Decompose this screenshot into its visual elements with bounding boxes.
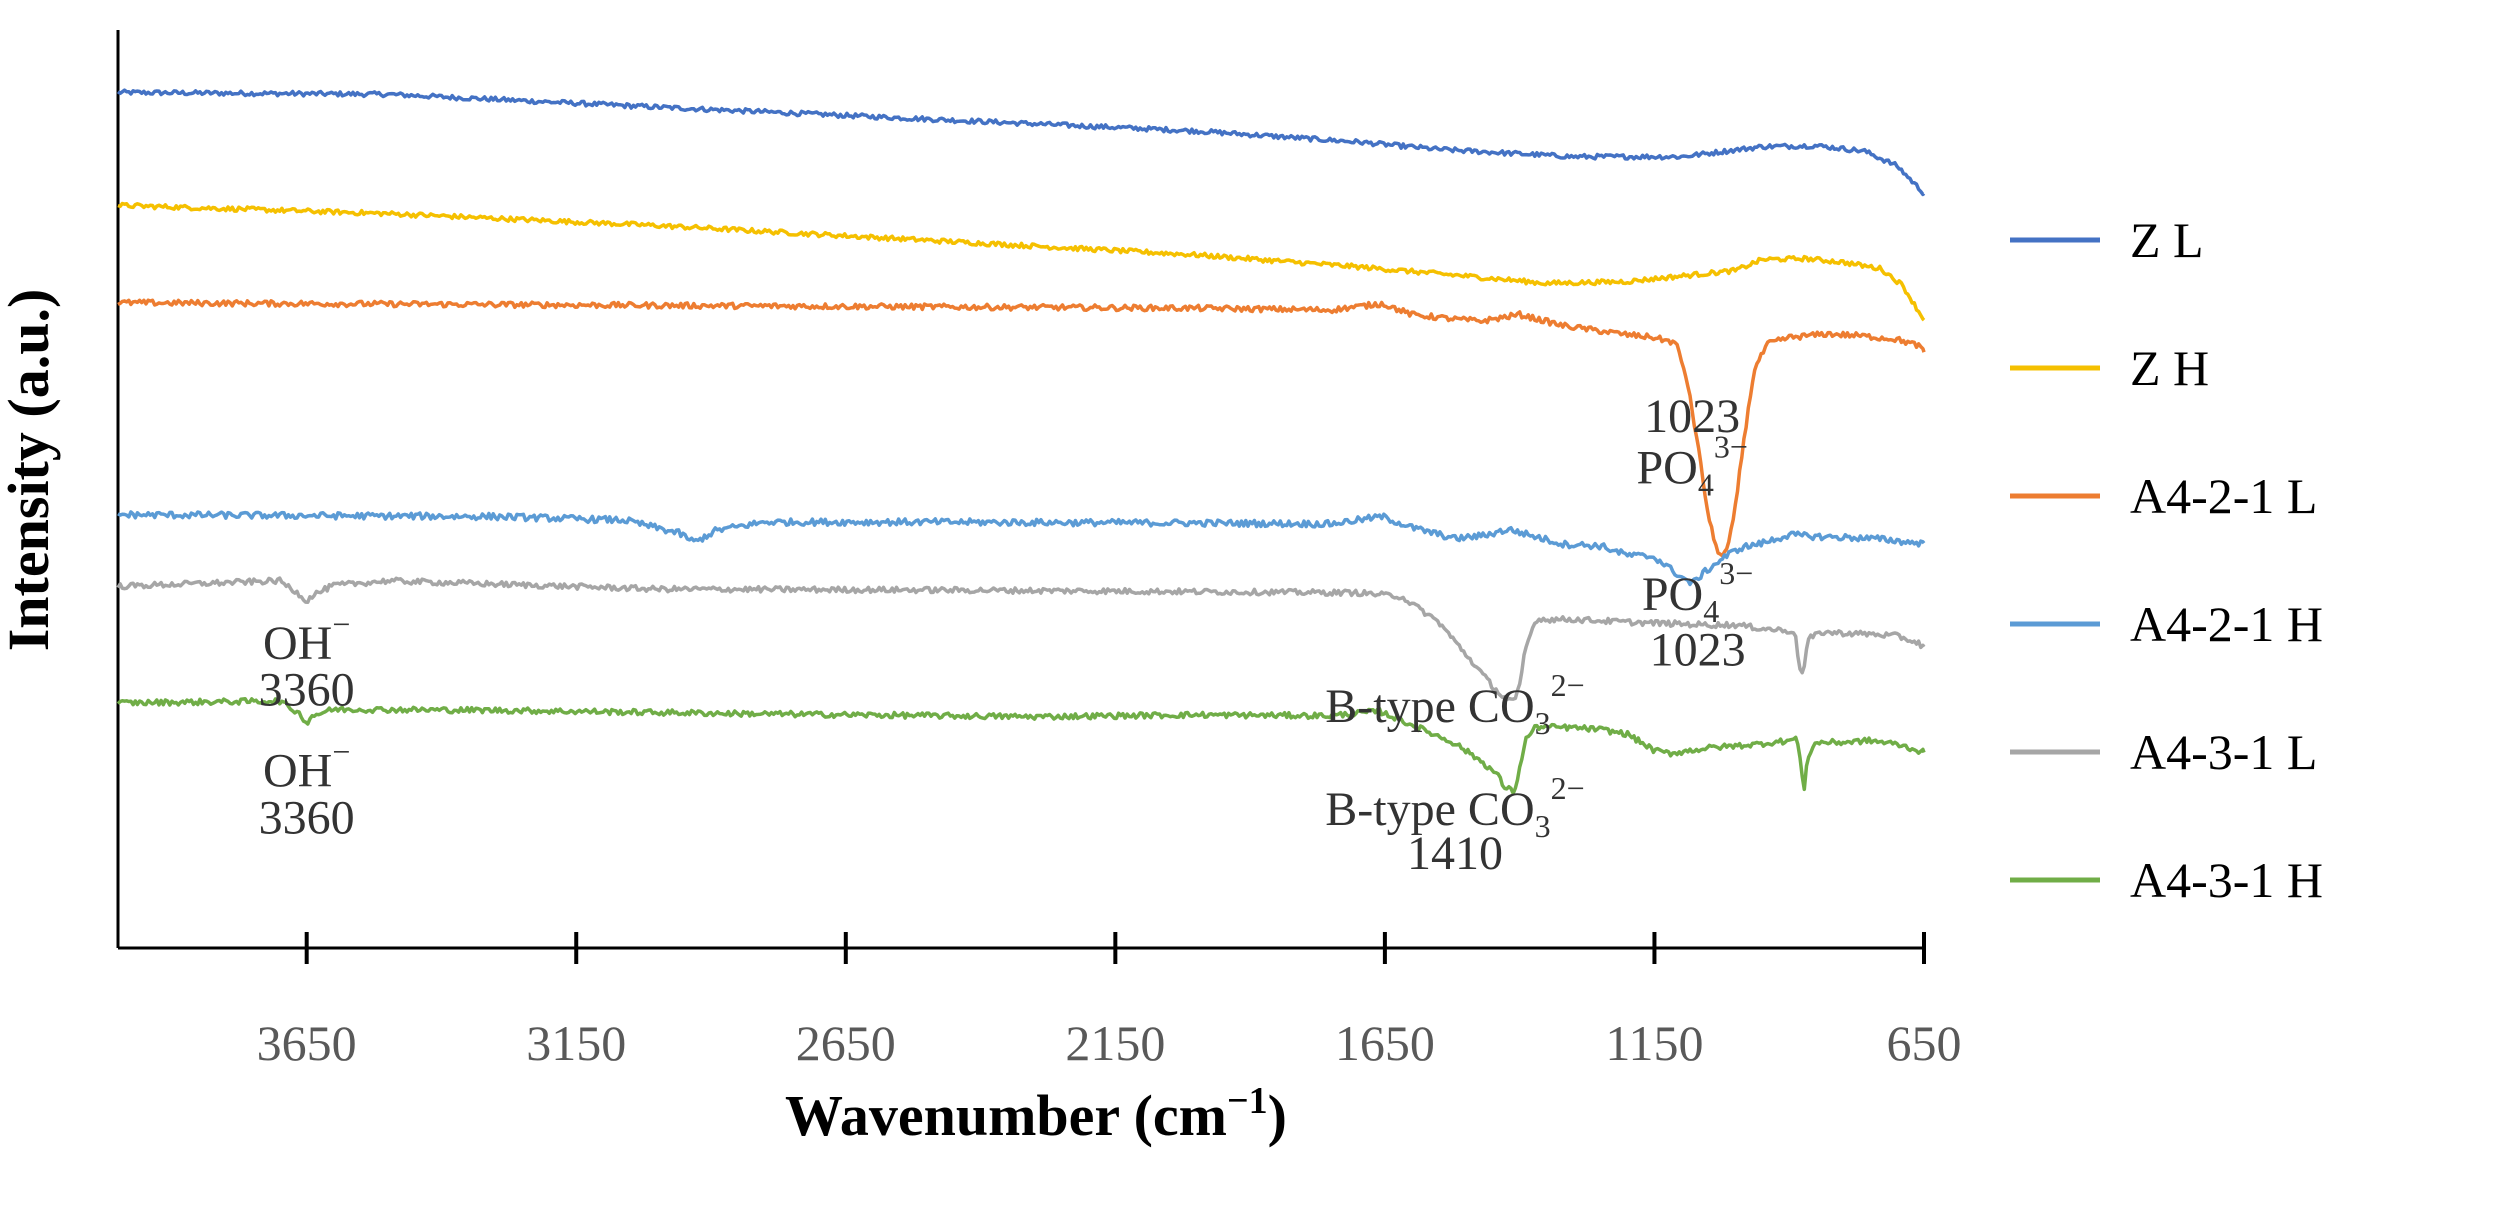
x-axis-label: Wavenumber (cm−1) [785, 1080, 1287, 1148]
x-tick-label-1650: 1650 [1335, 1015, 1435, 1071]
legend-label-a4-2-1-l: A4-2-1 L [2130, 468, 2317, 524]
y-axis-label: Intensity (a.u.) [0, 289, 61, 652]
annotation-0-line-0: OH− [263, 606, 350, 670]
x-tick-label-3150: 3150 [526, 1015, 626, 1071]
x-tick-label-2650: 2650 [796, 1015, 896, 1071]
annotation-1-line-1: 3360 [259, 791, 355, 844]
legend-label-a4-3-1-l: A4-3-1 L [2130, 724, 2317, 780]
annotation-4-line-0: B-type CO32− [1325, 667, 1584, 741]
legend-label-z-l: Z L [2130, 212, 2204, 268]
x-tick-label-3650: 3650 [257, 1015, 357, 1071]
annotation-5-line-1: 1410 [1407, 827, 1503, 880]
annotation-3-line-1: 1023 [1650, 623, 1746, 676]
annotation-1-line-0: OH− [263, 733, 350, 797]
legend-label-a4-3-1-h: A4-3-1 H [2130, 852, 2323, 908]
annotation-5-line-0: B-type CO32− [1325, 770, 1584, 844]
legend-label-z-h: Z H [2130, 340, 2209, 396]
annotation-2-line-1: PO43− [1636, 428, 1747, 502]
x-tick-label-1150: 1150 [1605, 1015, 1703, 1071]
x-tick-label-650: 650 [1887, 1015, 1962, 1071]
x-axis-label-superscript: −1 [1227, 1080, 1268, 1122]
series-line-a4-3-1-h [116, 697, 1926, 796]
series-line-z-h [117, 201, 1926, 322]
series-line-a4-3-1-l [116, 576, 1926, 702]
series-line-a4-2-1-l [117, 298, 1926, 558]
x-tick-label-2150: 2150 [1065, 1015, 1165, 1071]
annotation-2-line-0: 1023 [1644, 390, 1740, 443]
x-axis-label-text: Wavenumber (cm [785, 1083, 1227, 1148]
series-line-a4-2-1-h [117, 510, 1926, 587]
annotation-3-line-0: PO43− [1642, 555, 1753, 629]
x-axis-label-close: ) [1268, 1083, 1287, 1148]
legend-label-a4-2-1-h: A4-2-1 H [2130, 596, 2323, 652]
series-line-z-l [116, 88, 1926, 197]
annotation-0-line-1: 3360 [259, 664, 355, 717]
